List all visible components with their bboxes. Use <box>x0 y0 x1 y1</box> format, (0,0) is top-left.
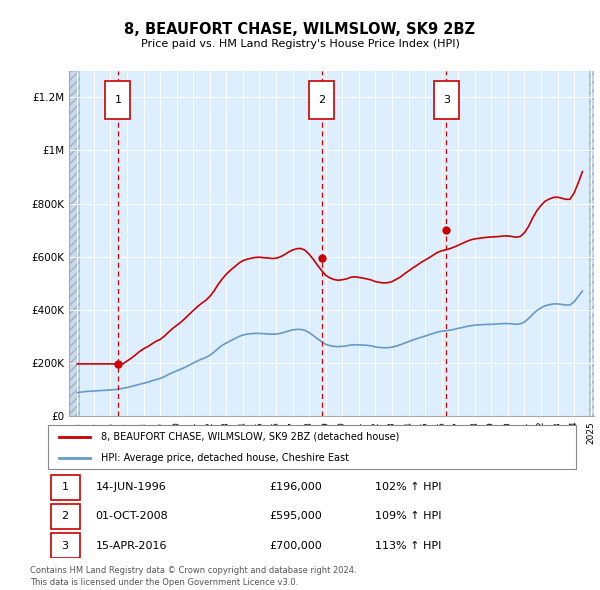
Text: Contains HM Land Registry data © Crown copyright and database right 2024.: Contains HM Land Registry data © Crown c… <box>30 566 356 575</box>
FancyBboxPatch shape <box>309 81 334 119</box>
FancyBboxPatch shape <box>106 81 130 119</box>
Text: 01-OCT-2008: 01-OCT-2008 <box>95 512 168 522</box>
Text: 3: 3 <box>443 95 450 105</box>
Bar <box>69 71 79 416</box>
Text: 2: 2 <box>62 512 69 522</box>
Text: 2: 2 <box>318 95 325 105</box>
Text: 8, BEAUFORT CHASE, WILMSLOW, SK9 2BZ (detached house): 8, BEAUFORT CHASE, WILMSLOW, SK9 2BZ (de… <box>101 432 399 442</box>
FancyBboxPatch shape <box>50 504 80 529</box>
Text: 3: 3 <box>62 540 68 550</box>
FancyBboxPatch shape <box>50 533 80 558</box>
Text: 15-APR-2016: 15-APR-2016 <box>95 540 167 550</box>
Text: 113% ↑ HPI: 113% ↑ HPI <box>376 540 442 550</box>
Text: 14-JUN-1996: 14-JUN-1996 <box>95 483 166 493</box>
FancyBboxPatch shape <box>434 81 459 119</box>
Text: 102% ↑ HPI: 102% ↑ HPI <box>376 483 442 493</box>
Text: 1: 1 <box>62 483 68 493</box>
Text: Price paid vs. HM Land Registry's House Price Index (HPI): Price paid vs. HM Land Registry's House … <box>140 40 460 49</box>
FancyBboxPatch shape <box>48 425 576 469</box>
Text: 109% ↑ HPI: 109% ↑ HPI <box>376 512 442 522</box>
Text: This data is licensed under the Open Government Licence v3.0.: This data is licensed under the Open Gov… <box>30 578 298 587</box>
Text: 8, BEAUFORT CHASE, WILMSLOW, SK9 2BZ: 8, BEAUFORT CHASE, WILMSLOW, SK9 2BZ <box>125 22 476 37</box>
FancyBboxPatch shape <box>50 474 80 500</box>
Text: £595,000: £595,000 <box>270 512 323 522</box>
Text: HPI: Average price, detached house, Cheshire East: HPI: Average price, detached house, Ches… <box>101 453 349 463</box>
Text: £700,000: £700,000 <box>270 540 323 550</box>
Text: £196,000: £196,000 <box>270 483 323 493</box>
Bar <box>589 71 594 416</box>
Text: 1: 1 <box>115 95 121 105</box>
